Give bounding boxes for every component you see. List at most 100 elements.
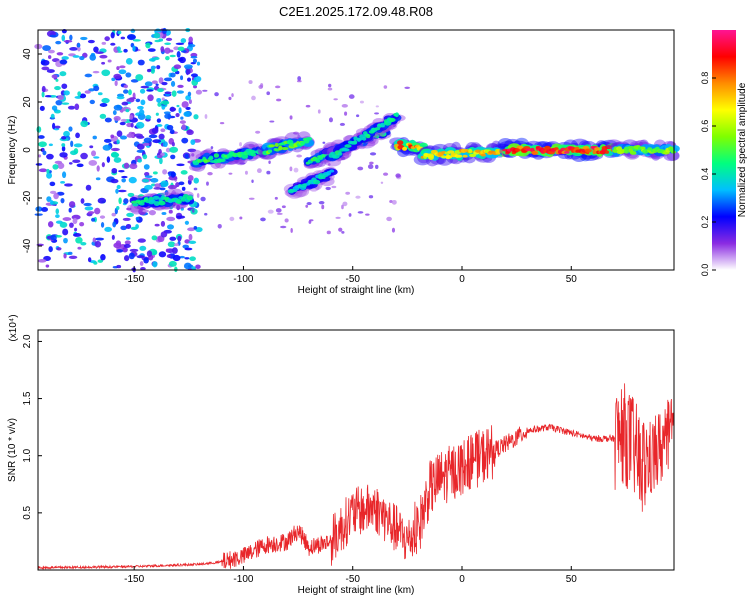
spectrogram-noise-cell: [169, 129, 175, 135]
spectrogram-noise-cell: [322, 141, 326, 144]
spectrogram-noise-cell: [171, 247, 178, 254]
spectrogram-noise-cell: [200, 196, 206, 202]
spectrogram-feature-cell: [515, 147, 521, 152]
spectrogram-noise-cell: [162, 169, 168, 175]
spectrogram-noise-cell: [91, 150, 97, 157]
spectrogram-noise-cell: [181, 124, 187, 131]
spectrogram-noise-cell: [112, 221, 117, 228]
spectrogram-feature-cell: [468, 148, 473, 154]
spectrogram-feature-cell: [132, 203, 139, 207]
spectrogram-xtick-label: 50: [566, 274, 578, 285]
spectrogram-noise-cell: [228, 172, 233, 175]
spectrogram-noise-cell: [268, 160, 271, 164]
spectrogram-noise-cell: [63, 253, 67, 259]
spectrogram-noise-cell: [192, 58, 197, 63]
spectrogram-noise-cell: [93, 156, 100, 159]
spectrogram-noise-cell: [72, 55, 80, 58]
spectrogram-noise-cell: [214, 92, 219, 97]
spectrogram-noise-cell: [182, 244, 189, 249]
spectrogram-noise-cell: [123, 89, 129, 94]
spectrogram-noise-cell: [151, 80, 158, 84]
spectrogram-noise-cell: [54, 234, 62, 238]
spectrogram-noise-cell: [158, 133, 165, 140]
spectrogram-noise-cell: [168, 260, 177, 267]
spectrogram-feature-cell: [176, 198, 182, 205]
spectrogram-noise-cell: [72, 233, 82, 237]
spectrogram-noise-cell: [136, 143, 145, 150]
spectrogram-noise-cell: [35, 163, 43, 166]
spectrogram-noise-cell: [116, 66, 120, 71]
spectrogram-noise-cell: [47, 55, 52, 59]
spectrogram-noise-cell: [156, 97, 162, 103]
spectrogram-feature-cell: [344, 144, 352, 148]
spectrogram-noise-cell: [129, 114, 134, 120]
snr-xlabel: Height of straight line (km): [298, 585, 415, 596]
spectrogram-noise-cell: [38, 141, 47, 148]
spectrogram-noise-cell: [92, 135, 97, 140]
spectrogram-feature-cell: [371, 127, 376, 133]
spectrogram-noise-cell: [162, 141, 168, 148]
spectrogram-noise-cell: [156, 118, 162, 123]
spectrogram-feature-cell: [469, 153, 477, 158]
spectrogram-noise-cell: [157, 102, 162, 107]
spectrogram-noise-cell: [168, 49, 174, 53]
spectrogram-noise-cell: [116, 184, 121, 190]
spectrogram-noise-cell: [147, 48, 156, 52]
spectrogram-noise-cell: [59, 71, 67, 77]
spectrogram-noise-cell: [195, 89, 203, 95]
spectrogram-noise-cell: [139, 109, 145, 116]
spectrogram-noise-cell: [204, 114, 208, 119]
spectrogram-feature-cell: [445, 155, 453, 159]
spectrogram-noise-cell: [54, 160, 63, 165]
spectrogram-noise-cell: [75, 236, 83, 244]
spectrogram-feature-cell: [594, 147, 600, 151]
snr-multiplier: (x10⁴): [8, 314, 19, 341]
spectrogram-noise-cell: [113, 116, 121, 121]
spectrogram-noise-cell: [357, 166, 364, 171]
spectrogram-ytick-label: 40: [22, 48, 33, 60]
spectrogram-noise-cell: [119, 65, 126, 69]
spectrogram-feature-cell: [441, 155, 447, 159]
spectrogram-noise-cell: [188, 43, 196, 48]
spectrogram-noise-cell: [166, 224, 175, 230]
spectrogram-noise-cell: [251, 179, 254, 184]
spectrogram-noise-cell: [41, 66, 50, 71]
snr-line: [37, 383, 675, 571]
spectrogram-noise-cell: [83, 202, 92, 207]
spectrogram-noise-cell: [193, 177, 199, 184]
spectrogram-noise-cell: [185, 95, 192, 101]
spectrogram-noise-cell: [164, 42, 172, 46]
spectrogram-noise-cell: [150, 68, 155, 74]
spectrogram-noise-cell: [180, 116, 184, 120]
spectrogram-noise-cell: [368, 195, 374, 199]
spectrogram-noise-cell: [344, 111, 348, 116]
spectrogram-noise-cell: [169, 107, 177, 112]
spectrogram-noise-cell: [355, 195, 361, 199]
spectrogram-noise-cell: [276, 212, 283, 215]
spectrogram-noise-cell: [79, 93, 87, 99]
spectrogram-noise-cell: [228, 96, 232, 101]
spectrogram-noise-cell: [142, 154, 148, 160]
spectrogram-noise-cell: [99, 215, 106, 219]
spectrogram-noise-cell: [110, 32, 115, 39]
spectrogram-feature-cell: [560, 147, 567, 151]
spectrogram-noise-cell: [188, 99, 192, 104]
spectrogram-noise-cell: [305, 204, 309, 208]
spectrogram-noise-cell: [129, 163, 138, 170]
spectrogram-noise-cell: [187, 77, 192, 82]
spectrogram-noise-cell: [167, 241, 176, 248]
spectrogram-noise-cell: [118, 197, 122, 205]
spectrogram-feature-cell: [584, 148, 592, 153]
spectrogram-noise-cell: [305, 104, 311, 108]
spectrogram-noise-cell: [369, 161, 374, 165]
spectrogram-noise-cell: [93, 261, 98, 265]
spectrogram-noise-cell: [77, 91, 82, 97]
spectrogram-noise-cell: [77, 246, 82, 250]
spectrogram-feature-cell: [353, 140, 358, 145]
spectrogram-feature-cell: [281, 146, 289, 151]
spectrogram-feature-cell: [278, 145, 283, 151]
spectrogram-noise-cell: [260, 83, 264, 88]
spectrogram-noise-cell: [231, 93, 234, 98]
spectrogram-noise-cell: [125, 57, 133, 65]
spectrogram-noise-cell: [46, 196, 52, 202]
